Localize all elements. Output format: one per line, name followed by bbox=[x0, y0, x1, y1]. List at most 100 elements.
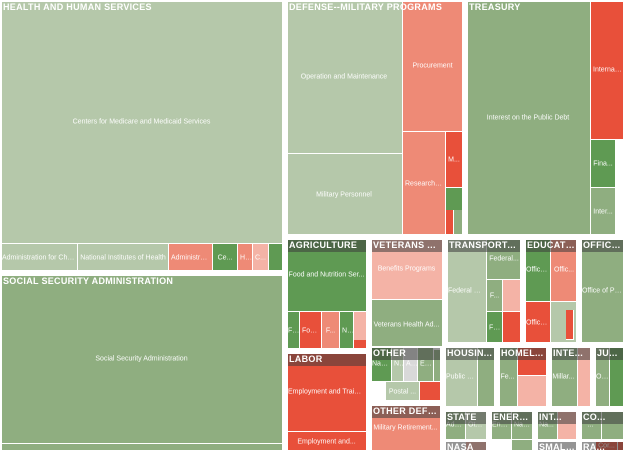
agency-cell-2-2-label: Fina... bbox=[593, 160, 613, 167]
agency-cell-0-5[interactable]: He... bbox=[238, 244, 253, 272]
department-header-8[interactable]: OFFICE... bbox=[580, 238, 625, 252]
agency-cell-3-0[interactable]: Social Security Administration bbox=[0, 274, 284, 444]
agency-cell-6-2[interactable]: F... bbox=[487, 280, 503, 312]
agency-cell-2-0[interactable]: Interest on the Public Debt bbox=[466, 0, 591, 236]
agency-cell-0-3-label: Administrati... bbox=[171, 254, 212, 261]
agency-cell-2-1-label: Internal ... bbox=[593, 66, 624, 73]
department-header-15[interactable]: JU... bbox=[594, 346, 625, 360]
department-header-1[interactable]: DEFENSE--MILITARY PROGRAMS bbox=[289, 2, 443, 12]
department-header-4[interactable]: AGRICULTURE bbox=[286, 238, 368, 252]
department-header-19[interactable]: CO... bbox=[580, 410, 625, 424]
agency-cell-0-1-label: Administration for Chil... bbox=[2, 254, 77, 261]
agency-cell-6-3[interactable]: Fe... bbox=[487, 312, 503, 344]
department-header-20[interactable]: NASA bbox=[444, 440, 488, 452]
agency-cell-10-2-label: En... bbox=[420, 360, 433, 367]
agency-cell-6-2-label: F... bbox=[489, 292, 500, 299]
agency-cell-4-4[interactable]: N... bbox=[340, 312, 354, 350]
agency-cell-14-0-label: Millar... bbox=[552, 373, 575, 380]
agency-cell-5-1[interactable]: Veterans Health Ad... bbox=[370, 300, 444, 350]
agency-cell-10-4-label: Postal ... bbox=[388, 388, 417, 395]
agency-cell-4-2[interactable]: Foo... bbox=[300, 312, 322, 350]
agency-cell-0-1[interactable]: Administration for Chil... bbox=[0, 244, 78, 272]
agency-cell-2-1[interactable]: Internal ... bbox=[591, 0, 625, 140]
agency-cell-13-0-label: Fe... bbox=[500, 373, 515, 380]
agency-cell-1-4-label: M... bbox=[448, 156, 460, 163]
agency-cell-7-0-label: Office... bbox=[526, 266, 550, 273]
agency-cell-0-0[interactable]: Centers for Medicare and Medicaid Servic… bbox=[0, 0, 284, 244]
department-header-12[interactable]: HOUSIN... bbox=[444, 346, 496, 360]
agency-cell-15-0-label: Offi... bbox=[596, 373, 609, 380]
agency-cell-6-0-label: Federal H... bbox=[448, 287, 485, 294]
filler-block-4[interactable] bbox=[446, 210, 454, 236]
agency-cell-0-0-label: Centers for Medicare and Medicaid Servic… bbox=[72, 118, 211, 125]
department-header-21[interactable]: SMALL... bbox=[536, 440, 578, 452]
agency-cell-4-1-label: Fa... bbox=[288, 327, 299, 334]
department-header-0[interactable]: HEALTH AND HUMAN SERVICES bbox=[3, 2, 152, 12]
agency-cell-5-1-label: Veterans Health Ad... bbox=[373, 321, 440, 328]
department-header-17[interactable]: ENERGY bbox=[490, 410, 534, 424]
agency-cell-1-0[interactable]: Operation and Maintenance bbox=[286, 0, 403, 154]
agency-cell-2-3[interactable]: Inter... bbox=[591, 188, 616, 236]
agency-cell-0-6[interactable]: C... bbox=[253, 244, 269, 272]
agency-cell-10-3-label: Nati... bbox=[394, 360, 403, 367]
agency-cell-4-2-label: Foo... bbox=[302, 327, 320, 334]
agency-cell-1-2-label: Procurement bbox=[412, 62, 453, 69]
agency-cell-0-3[interactable]: Administrati... bbox=[169, 244, 213, 272]
department-header-22[interactable]: RA... bbox=[580, 440, 625, 452]
agency-cell-7-1-label: Offic... bbox=[553, 266, 575, 273]
agency-cell-1-4[interactable]: M... bbox=[446, 132, 463, 188]
agency-cell-6-3-label: Fe... bbox=[489, 324, 502, 331]
department-header-3[interactable]: SOCIAL SECURITY ADMINISTRATION bbox=[3, 276, 174, 286]
agency-cell-8-0-label: Office of Pe... bbox=[582, 287, 624, 294]
department-header-16[interactable]: STATE bbox=[444, 410, 488, 424]
department-header-14[interactable]: INTE... bbox=[550, 346, 592, 360]
filler-block-5[interactable] bbox=[454, 210, 463, 236]
agency-cell-1-1[interactable]: Military Personnel bbox=[286, 154, 403, 236]
agency-cell-10-0-label: Nationa... bbox=[372, 360, 391, 367]
department-header-10[interactable]: OTHER bbox=[370, 346, 442, 360]
agency-cell-1-0-label: Operation and Maintenance bbox=[300, 73, 388, 80]
agency-cell-0-2[interactable]: National Institutes of Health bbox=[78, 244, 169, 272]
agency-cell-9-1[interactable]: Employment and... bbox=[286, 432, 368, 452]
agency-cell-0-4-label: Ce... bbox=[217, 254, 233, 261]
agency-cell-1-1-label: Military Personnel bbox=[316, 191, 372, 198]
filler-block-15[interactable] bbox=[518, 376, 548, 408]
department-header-5[interactable]: VETERANS AF... bbox=[370, 238, 444, 252]
agency-cell-3-1[interactable] bbox=[0, 444, 284, 452]
agency-cell-0-2-label: National Institutes of Health bbox=[80, 254, 166, 261]
department-header-7[interactable]: EDUCATI... bbox=[524, 238, 578, 252]
filler-block-10[interactable] bbox=[566, 310, 574, 340]
filler-block-7[interactable] bbox=[503, 280, 522, 312]
agency-cell-10-4[interactable]: Postal ... bbox=[386, 382, 420, 402]
agency-cell-4-3[interactable]: F... bbox=[322, 312, 340, 350]
agency-cell-0-4[interactable]: Ce... bbox=[213, 244, 238, 272]
agency-cell-10-1-label: All... bbox=[406, 360, 417, 367]
agency-cell-12-0-label: Public a... bbox=[446, 373, 477, 380]
department-header-13[interactable]: HOMEL... bbox=[498, 346, 548, 360]
agency-cell-9-1-label: Employment and... bbox=[297, 438, 356, 445]
filler-block-8[interactable] bbox=[503, 312, 522, 344]
agency-cell-1-2[interactable]: Procurement bbox=[403, 0, 463, 132]
agency-cell-6-0[interactable]: Federal H... bbox=[446, 238, 487, 344]
agency-cell-4-1[interactable]: Fa... bbox=[286, 312, 300, 350]
department-header-2[interactable]: TREASURY bbox=[469, 2, 521, 12]
filler-block-19[interactable] bbox=[512, 440, 534, 452]
agency-cell-8-0[interactable]: Office of Pe... bbox=[580, 238, 625, 344]
agency-cell-9-0-label: Employment and Traini... bbox=[288, 388, 366, 395]
department-header-11[interactable]: OTHER DEFE... bbox=[370, 404, 442, 418]
agency-cell-2-3-label: Inter... bbox=[593, 208, 613, 215]
agency-cell-7-2-label: Office... bbox=[526, 319, 550, 326]
agency-cell-0-6-label: C... bbox=[255, 254, 266, 261]
agency-cell-0-5-label: He... bbox=[240, 254, 252, 261]
agency-cell-4-0-label: Food and Nutrition Ser... bbox=[288, 271, 365, 278]
department-header-6[interactable]: TRANSPORTA... bbox=[446, 238, 522, 252]
agency-cell-7-2[interactable]: Office... bbox=[524, 302, 551, 344]
filler-block-0[interactable] bbox=[269, 244, 284, 272]
department-header-18[interactable]: INT... bbox=[536, 410, 578, 424]
filler-block-12[interactable] bbox=[420, 382, 442, 402]
agency-cell-5-0-label: Benefits Programs bbox=[377, 265, 436, 272]
agency-cell-2-2[interactable]: Fina... bbox=[591, 140, 616, 188]
department-header-9[interactable]: LABOR bbox=[286, 352, 368, 366]
agency-cell-1-3[interactable]: Research, ... bbox=[403, 132, 446, 236]
